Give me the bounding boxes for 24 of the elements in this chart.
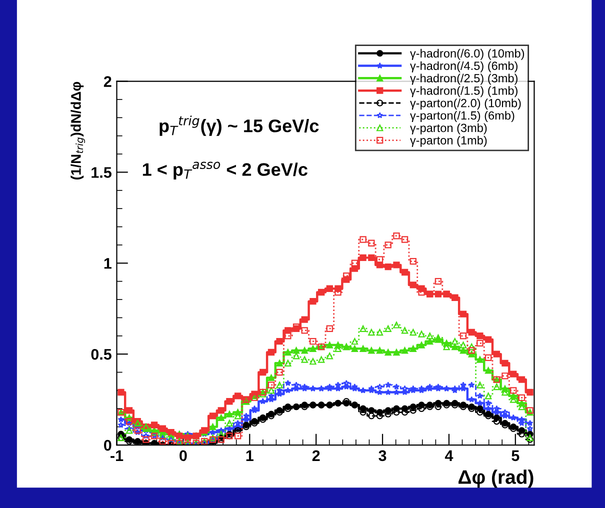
legend-label: γ-hadron(/1.5) (1mb) (410, 86, 518, 98)
legend-label: γ-hadron(/4.5) (6mb) (410, 61, 518, 72)
legend-label: γ-hadron(/6.0) (10mb) (410, 48, 524, 60)
legend-label: γ-parton (1mb) (410, 136, 487, 147)
x-tick-label: 3 (378, 450, 386, 462)
legend-label: γ-parton (3mb) (410, 123, 487, 134)
y-tick-label: 1.5 (92, 167, 112, 178)
annotation: 1 < p$_{T}$$^{asso}$ < 2 GeV/c (142, 162, 308, 180)
annotation: p$_{T}$$^{trig}$(γ) ~ 15 GeV/c (160, 116, 319, 136)
y-tick-label: 0.5 (91, 348, 112, 360)
x-tick-label: 1 (246, 450, 254, 461)
y-axis-title: (1/N$_{trig}$)dN/dΔφ (70, 82, 86, 180)
x-tick-label: 2 (312, 450, 320, 461)
x-axis-title: Δφ (rad) (458, 470, 534, 488)
y-tick-label: 2 (104, 76, 112, 87)
x-tick-label: 4 (444, 450, 454, 461)
x-tick-label: 5 (512, 450, 520, 462)
legend-label: γ-parton(/1.5) (6mb) (410, 111, 514, 122)
legend-label: γ-parton(/2.0) (10mb) (410, 98, 521, 110)
y-tick-label: 1 (104, 258, 112, 269)
x-tick-label: 0 (180, 450, 187, 462)
x-tick-label: -1 (110, 450, 124, 461)
legend-label: γ-hadron(/2.5) (3mb) (410, 74, 518, 85)
y-tick-label: 0 (104, 440, 112, 451)
